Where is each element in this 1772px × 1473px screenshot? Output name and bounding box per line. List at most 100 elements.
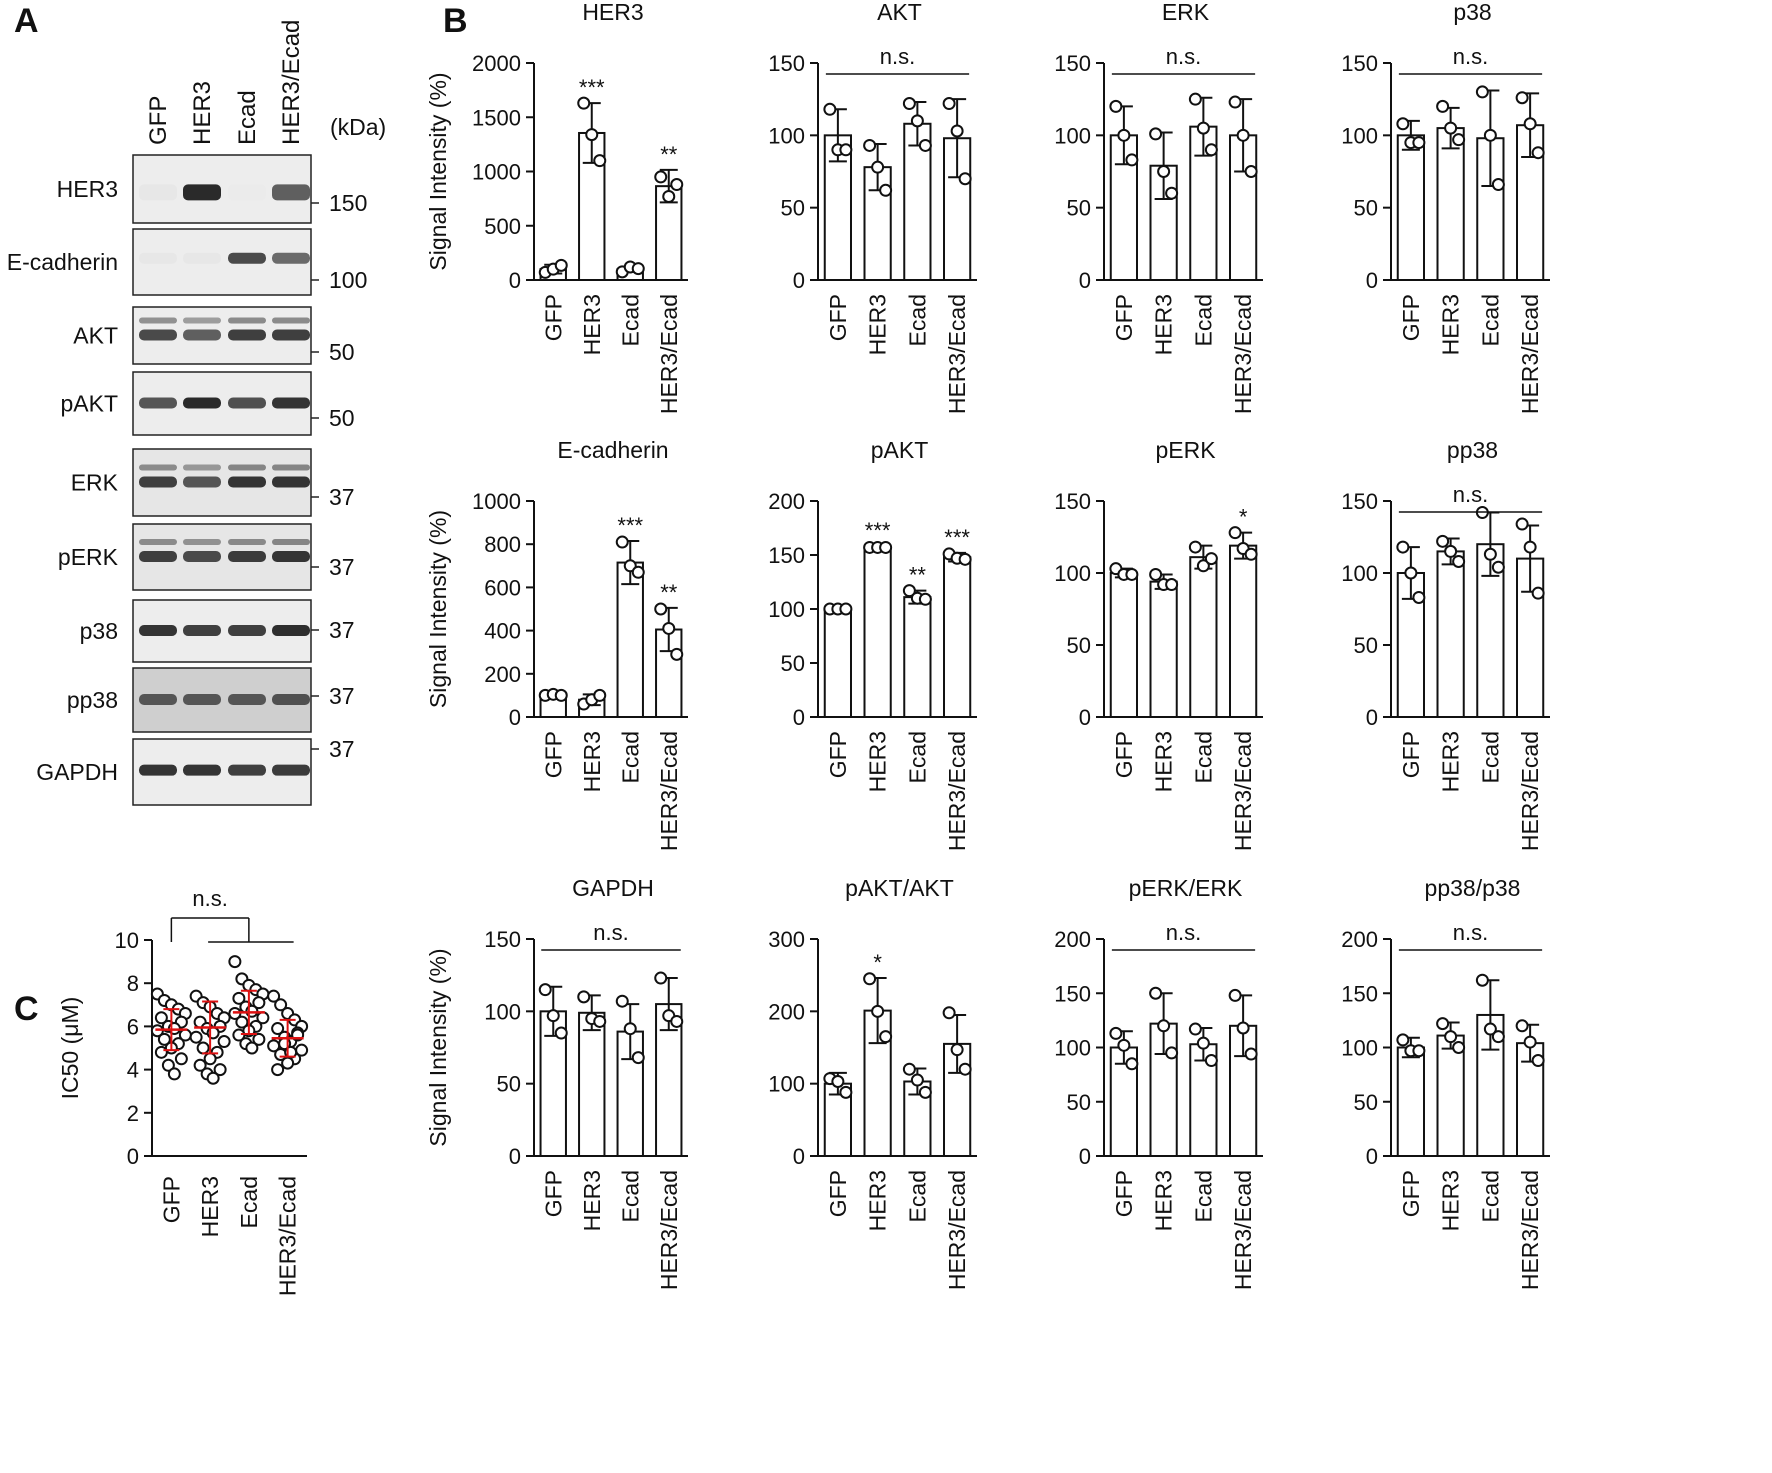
band-her3-lane-3 (228, 184, 266, 201)
y-tick-label: 8 (127, 971, 139, 996)
data-point (1109, 99, 1123, 113)
data-point (154, 1011, 168, 1025)
data-point (942, 97, 956, 111)
y-tick-label: 1000 (472, 160, 521, 185)
band-p38-lane-2 (183, 625, 221, 636)
marker-label-her3: 150 (329, 190, 367, 216)
data-point (1523, 1035, 1537, 1049)
category-label: GFP (1111, 294, 1137, 341)
data-point (1396, 1033, 1410, 1047)
y-tick-label: 100 (1341, 561, 1378, 586)
data-point (871, 1004, 885, 1018)
data-point (1196, 559, 1210, 573)
y-tick-label: 2000 (472, 51, 521, 76)
band-perk-lane-2 (183, 551, 221, 562)
data-point (950, 1043, 964, 1057)
data-point (1109, 1026, 1123, 1040)
chart-title: GAPDH (572, 875, 654, 901)
bar-gfp (1396, 1046, 1425, 1157)
chart-pakt-akt-ratio: pAKT/AKT 0 100 200 300 GFP HER3 * Ecad HER3/Ecad (768, 875, 977, 1290)
data-point (1165, 186, 1179, 200)
band-akt-lane-1 (139, 329, 177, 341)
data-point (554, 1026, 568, 1040)
data-point (206, 1071, 220, 1085)
western-blot-panel: GFP HER3 Ecad HER3/Ecad (kDa) HER3 150 E-cadher… (7, 20, 386, 806)
data-point (554, 688, 568, 702)
data-point (1436, 534, 1450, 548)
band-p38-lane-3 (228, 625, 266, 636)
y-tick-label: 150 (1054, 51, 1091, 76)
category-label: HER3/Ecad (1230, 294, 1256, 414)
comparison-label: n.s. (1166, 920, 1201, 945)
y-tick-label: 100 (1054, 1036, 1091, 1061)
band-e-cadherin-lane-1 (139, 252, 177, 264)
category-label: HER3 (865, 294, 891, 355)
bar-her3 (1149, 580, 1178, 719)
y-tick-label: 50 (1067, 633, 1091, 658)
category-label: Ecad (904, 294, 930, 346)
y-tick-label: 150 (1054, 981, 1091, 1006)
y-tick-label: 600 (484, 575, 521, 600)
data-point (1523, 540, 1537, 554)
blot-label-her3: HER3 (57, 176, 118, 202)
y-tick-label: 800 (484, 532, 521, 557)
band-p38-lane-4 (272, 625, 310, 636)
data-point (271, 1022, 285, 1036)
band-akt-lane-2 (183, 329, 221, 341)
category-label: HER3/Ecad (944, 731, 970, 851)
y-tick-label: 1000 (472, 489, 521, 514)
band-pp38-lane-4 (272, 694, 310, 705)
category-label: Ecad (904, 1170, 930, 1222)
band-upper-akt-lane-4 (272, 317, 310, 324)
data-point (1452, 133, 1466, 147)
band-upper-erk-lane-2 (183, 464, 221, 471)
panel-label-b: B (443, 2, 468, 40)
significance-marker: *** (617, 513, 643, 538)
data-point (235, 1015, 249, 1029)
category-label: HER3 (1438, 294, 1464, 355)
bar-ecad (1189, 1043, 1218, 1157)
data-point (1204, 552, 1218, 566)
data-point (831, 1074, 845, 1088)
category-label: Ecad (1477, 1170, 1503, 1222)
data-point (554, 258, 568, 272)
data-point (1483, 128, 1497, 142)
significance-marker: *** (579, 75, 605, 100)
band-pakt-lane-3 (228, 397, 266, 409)
chart-perk: pERK 0 50 100 150 GFP HER3 Ecad HER3/Ecad * (1054, 437, 1263, 851)
data-point (863, 972, 877, 986)
data-point (950, 124, 964, 138)
category-label: HER3 (1151, 1170, 1177, 1231)
data-point (252, 1032, 266, 1046)
category-label: Ecad (1190, 1170, 1216, 1222)
chart-title: pAKT/AKT (845, 875, 954, 901)
data-point (1244, 547, 1258, 561)
category-label: GFP (825, 731, 851, 778)
band-her3-lane-2 (183, 184, 221, 201)
band-upper-perk-lane-3 (228, 539, 266, 545)
data-point (252, 996, 266, 1010)
category-label: HER3/Ecad (944, 294, 970, 414)
category-label: HER3/Ecad (656, 294, 682, 414)
y-tick-label: 0 (509, 1144, 521, 1169)
data-point (213, 1063, 227, 1077)
comparison-label: n.s. (1453, 44, 1488, 69)
data-point (1491, 178, 1505, 192)
data-point (271, 1063, 285, 1077)
chart-pp38-p38-ratio: pp38/p38 0 50 100 150 200 GFP HER3 Ecad HER3/Ecad… (1341, 875, 1550, 1290)
y-tick-label: 150 (1341, 489, 1378, 514)
bar-her3 (1436, 127, 1465, 281)
chart-ecadherin: E-cadherin 0 200 400 600 800 1000 Signal Intens… (425, 437, 688, 851)
y-tick-label: 100 (1054, 123, 1091, 148)
comparison-label: n.s. (593, 920, 628, 945)
category-label: HER3 (1438, 731, 1464, 792)
category-label: HER3/Ecad (1517, 294, 1543, 414)
category-label: GFP (1398, 1170, 1424, 1217)
data-point (1452, 1041, 1466, 1054)
bar-her3 (1436, 550, 1465, 719)
blot-label-gapdh: GAPDH (36, 759, 118, 785)
significance-marker: * (1239, 505, 1248, 530)
category-label: HER3/Ecad (1517, 1170, 1543, 1290)
data-point (1228, 95, 1242, 109)
category-label: HER3 (579, 731, 605, 792)
